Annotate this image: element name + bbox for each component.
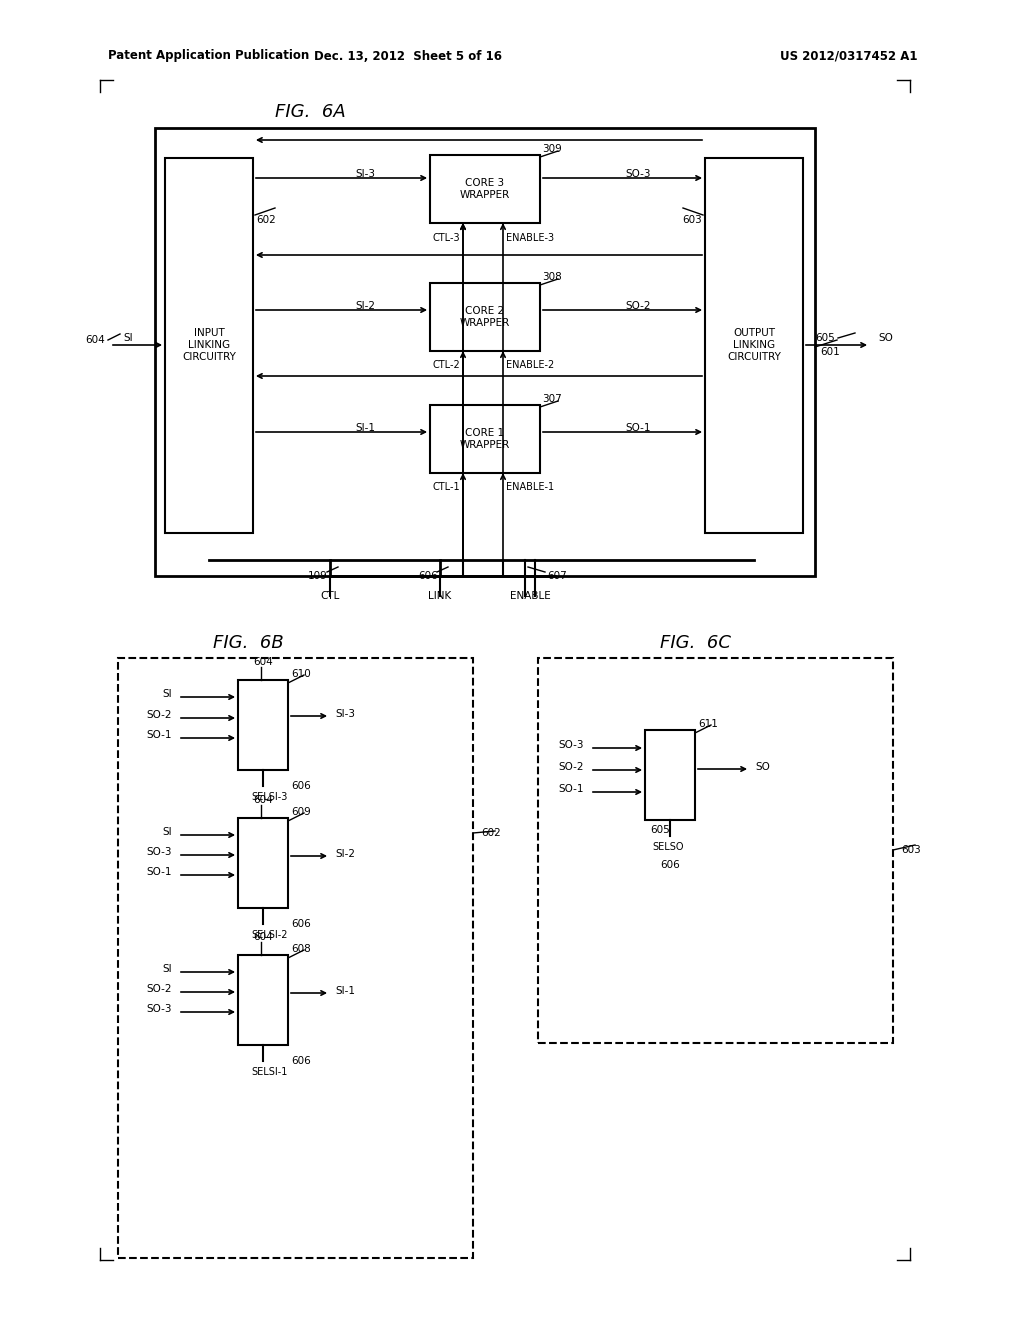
Text: SELSI-2: SELSI-2 — [251, 931, 288, 940]
Text: Dec. 13, 2012  Sheet 5 of 16: Dec. 13, 2012 Sheet 5 of 16 — [314, 49, 502, 62]
Text: SELSI-3: SELSI-3 — [251, 792, 288, 803]
Text: SO-2: SO-2 — [558, 762, 584, 772]
Text: 602: 602 — [481, 828, 501, 838]
Text: LINK: LINK — [428, 591, 452, 601]
Text: 606: 606 — [291, 919, 310, 929]
Bar — [430, 154, 540, 223]
Text: SI-3: SI-3 — [355, 169, 375, 180]
Bar — [645, 730, 695, 820]
Text: Patent Application Publication: Patent Application Publication — [108, 49, 309, 62]
Text: CTL-1: CTL-1 — [432, 482, 460, 492]
Text: SO-3: SO-3 — [146, 1005, 172, 1014]
Text: 604: 604 — [253, 932, 272, 942]
Text: SO-1: SO-1 — [146, 867, 172, 876]
Text: ENABLE-3: ENABLE-3 — [506, 234, 554, 243]
Text: 109: 109 — [308, 572, 328, 581]
Bar — [165, 158, 253, 533]
Text: SO-3: SO-3 — [625, 169, 650, 180]
Text: 608: 608 — [291, 944, 310, 954]
Text: SI-3: SI-3 — [335, 709, 355, 719]
Text: SO-1: SO-1 — [558, 784, 584, 795]
Text: 606: 606 — [291, 1056, 310, 1067]
Text: SI-2: SI-2 — [355, 301, 375, 312]
Text: FIG.  6A: FIG. 6A — [274, 103, 345, 121]
Text: SI-1: SI-1 — [355, 422, 375, 433]
Text: CORE 1
WRAPPER: CORE 1 WRAPPER — [460, 428, 510, 450]
Text: SI-2: SI-2 — [335, 849, 355, 859]
Text: SELSI-1: SELSI-1 — [251, 1067, 288, 1077]
Bar — [238, 680, 288, 770]
Bar — [538, 657, 893, 1043]
Text: SO-2: SO-2 — [625, 301, 650, 312]
Text: CTL-2: CTL-2 — [432, 360, 460, 370]
Text: 605: 605 — [815, 333, 835, 343]
Text: SO-3: SO-3 — [558, 741, 584, 750]
Text: FIG.  6C: FIG. 6C — [659, 634, 730, 652]
Text: CORE 3
WRAPPER: CORE 3 WRAPPER — [460, 178, 510, 199]
Bar — [238, 818, 288, 908]
Text: 602: 602 — [256, 215, 275, 224]
Text: ENABLE-1: ENABLE-1 — [506, 482, 554, 492]
Bar — [118, 657, 473, 1258]
Text: 307: 307 — [542, 393, 562, 404]
Text: 606: 606 — [418, 572, 438, 581]
Text: ENABLE: ENABLE — [510, 591, 550, 601]
Text: CTL-3: CTL-3 — [432, 234, 460, 243]
Text: 309: 309 — [542, 144, 562, 154]
Text: SO-1: SO-1 — [625, 422, 650, 433]
Text: SO-3: SO-3 — [146, 847, 172, 857]
Text: SI: SI — [123, 333, 133, 343]
Text: 606: 606 — [660, 861, 680, 870]
Text: SO-1: SO-1 — [146, 730, 172, 741]
Text: SI: SI — [163, 964, 172, 974]
Bar — [238, 954, 288, 1045]
Text: SO: SO — [755, 762, 770, 772]
Text: CORE 2
WRAPPER: CORE 2 WRAPPER — [460, 306, 510, 327]
Bar — [430, 405, 540, 473]
Text: 601: 601 — [820, 347, 840, 356]
Text: 607: 607 — [547, 572, 566, 581]
Text: 604: 604 — [253, 657, 272, 667]
Text: 611: 611 — [698, 719, 718, 729]
Text: SI: SI — [163, 828, 172, 837]
Text: SI: SI — [163, 689, 172, 700]
Text: CTL: CTL — [321, 591, 340, 601]
Text: ENABLE-2: ENABLE-2 — [506, 360, 554, 370]
Text: SO: SO — [878, 333, 893, 343]
Text: SI-1: SI-1 — [335, 986, 355, 997]
Text: 609: 609 — [291, 807, 310, 817]
Text: SO-2: SO-2 — [146, 710, 172, 719]
Text: 610: 610 — [291, 669, 310, 678]
Text: SO-2: SO-2 — [146, 983, 172, 994]
Text: OUTPUT
LINKING
CIRCUITRY: OUTPUT LINKING CIRCUITRY — [727, 329, 781, 362]
Text: 308: 308 — [542, 272, 562, 282]
Text: FIG.  6B: FIG. 6B — [213, 634, 284, 652]
Text: 604: 604 — [85, 335, 105, 345]
Bar — [705, 158, 803, 533]
Text: 606: 606 — [291, 781, 310, 791]
Text: 604: 604 — [253, 795, 272, 805]
Bar — [430, 282, 540, 351]
Text: 605: 605 — [650, 825, 670, 836]
Text: SELSO: SELSO — [652, 842, 683, 851]
Text: INPUT
LINKING
CIRCUITRY: INPUT LINKING CIRCUITRY — [182, 329, 236, 362]
Bar — [155, 128, 815, 576]
Text: 603: 603 — [682, 215, 702, 224]
Text: 603: 603 — [901, 845, 921, 855]
Text: US 2012/0317452 A1: US 2012/0317452 A1 — [780, 49, 918, 62]
